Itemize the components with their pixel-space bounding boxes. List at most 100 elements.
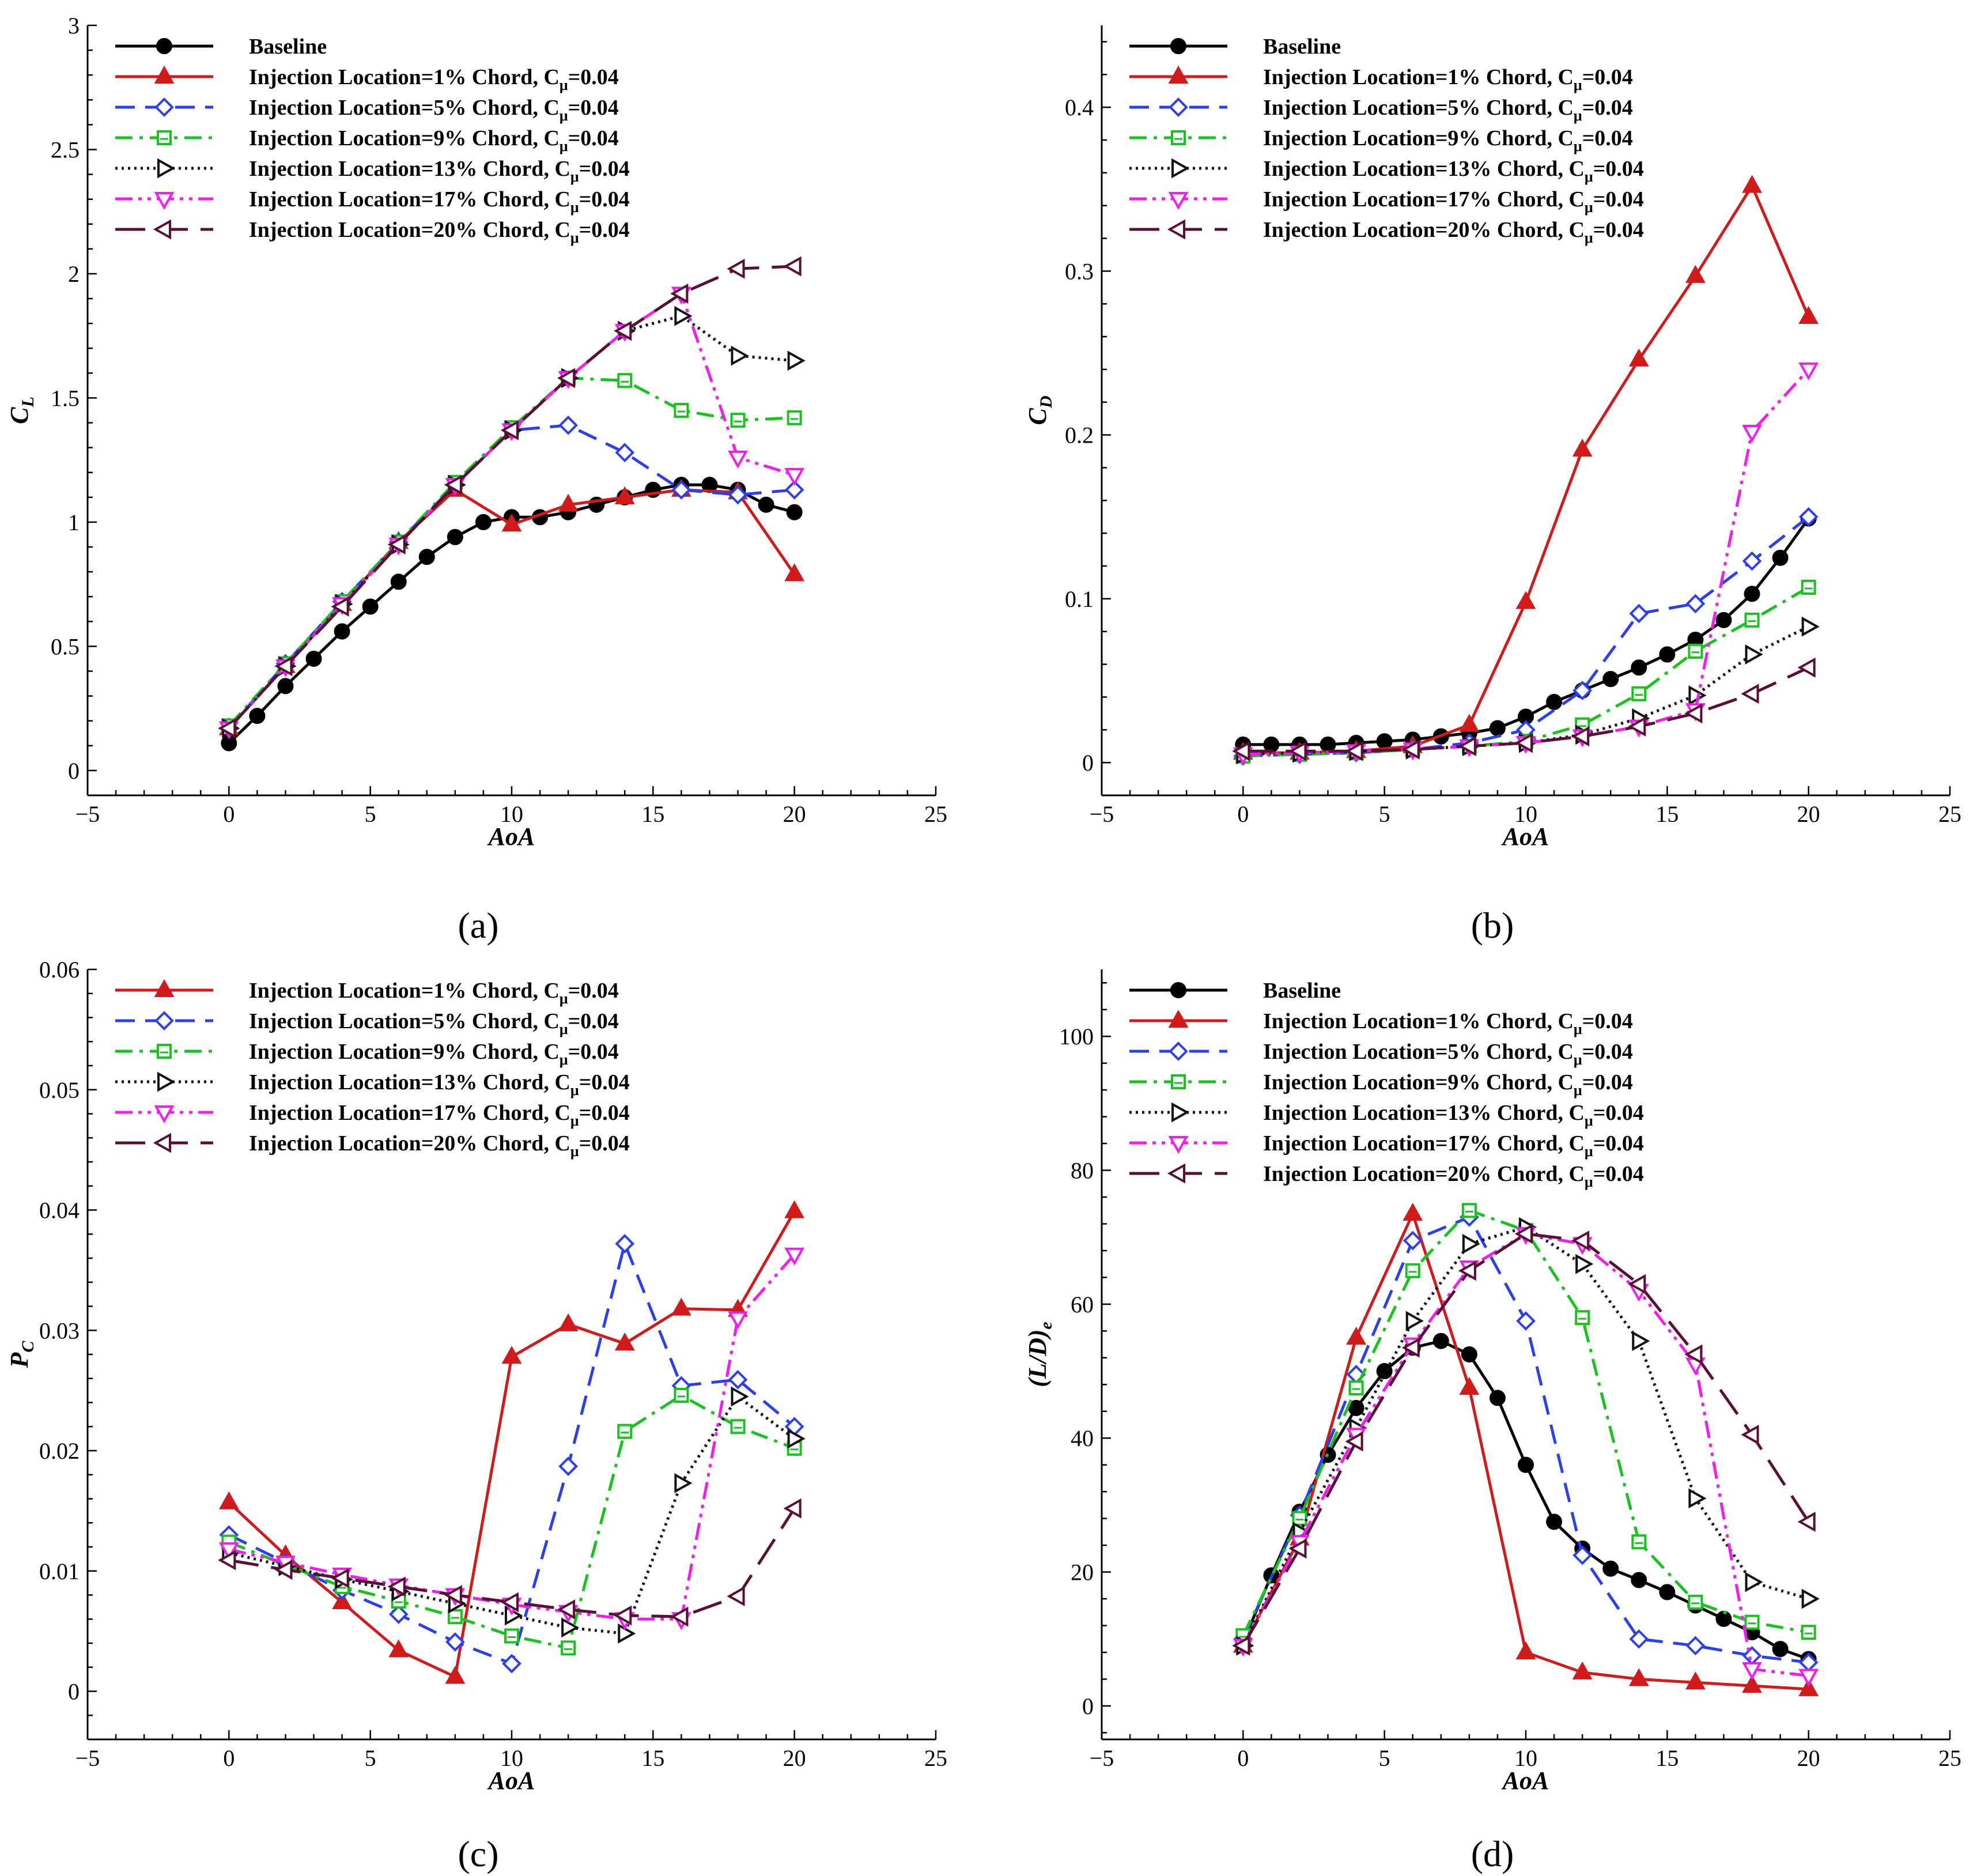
data-point-inj13	[561, 1617, 580, 1638]
legend: Baseline Injection Location=1% Chord, Cμ=…	[1129, 35, 1644, 246]
data-point-inj1	[1459, 714, 1480, 732]
data-point-inj1	[1798, 1678, 1819, 1696]
y-tick-label: 1.5	[51, 385, 80, 411]
data-point-inj20	[1628, 716, 1646, 737]
data-point-inj1	[1515, 591, 1536, 609]
data-point-inj13	[1462, 1233, 1480, 1254]
y-tick-label: 0.5	[51, 633, 80, 659]
series-inj5	[219, 416, 804, 738]
y-tick-label: 0.03	[39, 1318, 80, 1343]
legend-label-inj20: Injection Location=20% Chord, Cμ=0.04	[249, 218, 630, 246]
data-point-inj13	[1405, 1311, 1424, 1331]
x-tick-label: 15	[641, 1745, 664, 1771]
data-point-inj20	[500, 1592, 519, 1613]
legend-marker-baseline	[1170, 38, 1186, 54]
data-point-inj20	[331, 597, 349, 617]
data-point-inj20	[1458, 736, 1476, 757]
data-point-inj5	[1742, 1645, 1762, 1666]
legend-marker-inj5	[1169, 97, 1188, 117]
data-point-inj20	[727, 258, 745, 279]
data-point-baseline	[1602, 1560, 1619, 1577]
data-point-inj5	[1403, 1230, 1423, 1251]
data-point-inj17	[218, 1542, 239, 1561]
data-point-inj20	[1401, 1337, 1420, 1358]
data-point-baseline	[390, 573, 407, 590]
data-point-inj1	[445, 1666, 466, 1684]
data-point-inj20	[1514, 733, 1533, 753]
data-point-inj9	[730, 1419, 746, 1435]
data-point-baseline	[334, 623, 350, 640]
legend-marker-inj13	[1171, 158, 1190, 179]
legend-marker-inj1	[1168, 65, 1189, 84]
data-point-inj1	[1572, 1661, 1593, 1679]
data-point-baseline	[1376, 733, 1393, 750]
data-point-baseline	[1602, 671, 1619, 688]
data-point-inj17	[784, 468, 805, 486]
x-tick-label: 5	[1379, 801, 1390, 827]
y-axis-label: PC	[5, 1341, 37, 1369]
data-point-inj5	[728, 1370, 748, 1390]
data-point-inj20	[614, 320, 632, 341]
legend-label-inj1: Injection Location=1% Chord, Cμ=0.04	[249, 65, 619, 93]
y-tick-label: 0.4	[1065, 95, 1094, 120]
x-axis-label: AoA	[1501, 1766, 1549, 1795]
data-point-inj20	[331, 1568, 349, 1588]
data-point-inj20	[1797, 657, 1816, 678]
panel-caption: (a)	[458, 905, 498, 946]
data-point-baseline	[1376, 1363, 1393, 1380]
data-point-inj9	[1744, 612, 1760, 628]
data-point-inj1	[1742, 175, 1762, 193]
y-tick-label: 1	[68, 509, 80, 535]
data-point-inj20	[274, 1560, 293, 1580]
y-tick-label: 80	[1071, 1158, 1094, 1184]
y-tick-label: 0.2	[1065, 422, 1094, 448]
data-point-inj20	[1741, 684, 1759, 704]
y-tick-label: 0.02	[39, 1438, 80, 1464]
data-point-inj20	[557, 1599, 576, 1620]
data-point-baseline	[1659, 1584, 1676, 1601]
data-point-inj1	[614, 1333, 635, 1351]
data-point-inj1	[784, 563, 805, 582]
data-point-inj1	[1742, 1674, 1762, 1693]
data-point-baseline	[1489, 1390, 1506, 1406]
x-tick-label: −5	[75, 1745, 100, 1771]
data-point-inj1	[558, 1313, 579, 1331]
data-point-inj9	[617, 373, 633, 388]
series-inj1	[1233, 1202, 1819, 1696]
data-point-inj1	[501, 514, 522, 532]
data-point-inj9	[1801, 1625, 1816, 1640]
y-tick-label: 2.5	[51, 137, 80, 163]
data-point-inj9	[1575, 1310, 1590, 1326]
data-point-inj13	[1688, 1488, 1707, 1509]
legend-label-inj20: Injection Location=20% Chord, Cμ=0.04	[1263, 218, 1644, 246]
legend-marker-inj1	[154, 65, 175, 84]
series-inj17	[218, 1247, 805, 1630]
data-point-baseline	[1744, 586, 1760, 602]
series-line-inj1	[1243, 184, 1810, 754]
panel-b: −5 0 5 10 15 20 25 0 0.1 0.2 0.3 0.4 AoA CD Baseline In…	[1023, 25, 1961, 946]
data-point-baseline	[1461, 1346, 1477, 1362]
panel-c: −5 0 5 10 15 20 25 0 0.01 0.02 0.03 0.04 0.05 0.06 AoA…	[5, 957, 947, 1874]
data-point-inj17	[1798, 362, 1819, 381]
data-point-baseline	[1715, 1610, 1732, 1627]
data-point-baseline	[305, 650, 322, 667]
legend-marker-inj9	[1171, 1074, 1186, 1089]
data-point-inj1	[1628, 348, 1649, 367]
y-tick-label: 0.01	[39, 1558, 80, 1584]
x-tick-label: 5	[365, 1745, 376, 1771]
data-point-baseline	[1320, 736, 1336, 753]
data-point-inj20	[783, 1498, 802, 1519]
series-line-inj13	[1243, 625, 1809, 756]
x-tick-label: 15	[1655, 801, 1679, 827]
x-tick-label: −5	[1090, 801, 1114, 827]
legend-marker-inj9	[1171, 130, 1186, 145]
data-point-inj5	[558, 1456, 578, 1476]
data-point-inj20	[387, 534, 406, 555]
y-tick-label: 0	[1082, 1693, 1094, 1719]
legend-marker-inj20	[153, 1133, 171, 1153]
data-point-inj20	[1288, 1538, 1307, 1559]
data-point-inj20	[387, 1576, 406, 1597]
data-point-inj13	[618, 1623, 636, 1644]
legend-label-inj13: Injection Location=13% Chord, Cμ=0.04	[1263, 1101, 1644, 1129]
data-point-inj20	[1797, 1512, 1816, 1532]
